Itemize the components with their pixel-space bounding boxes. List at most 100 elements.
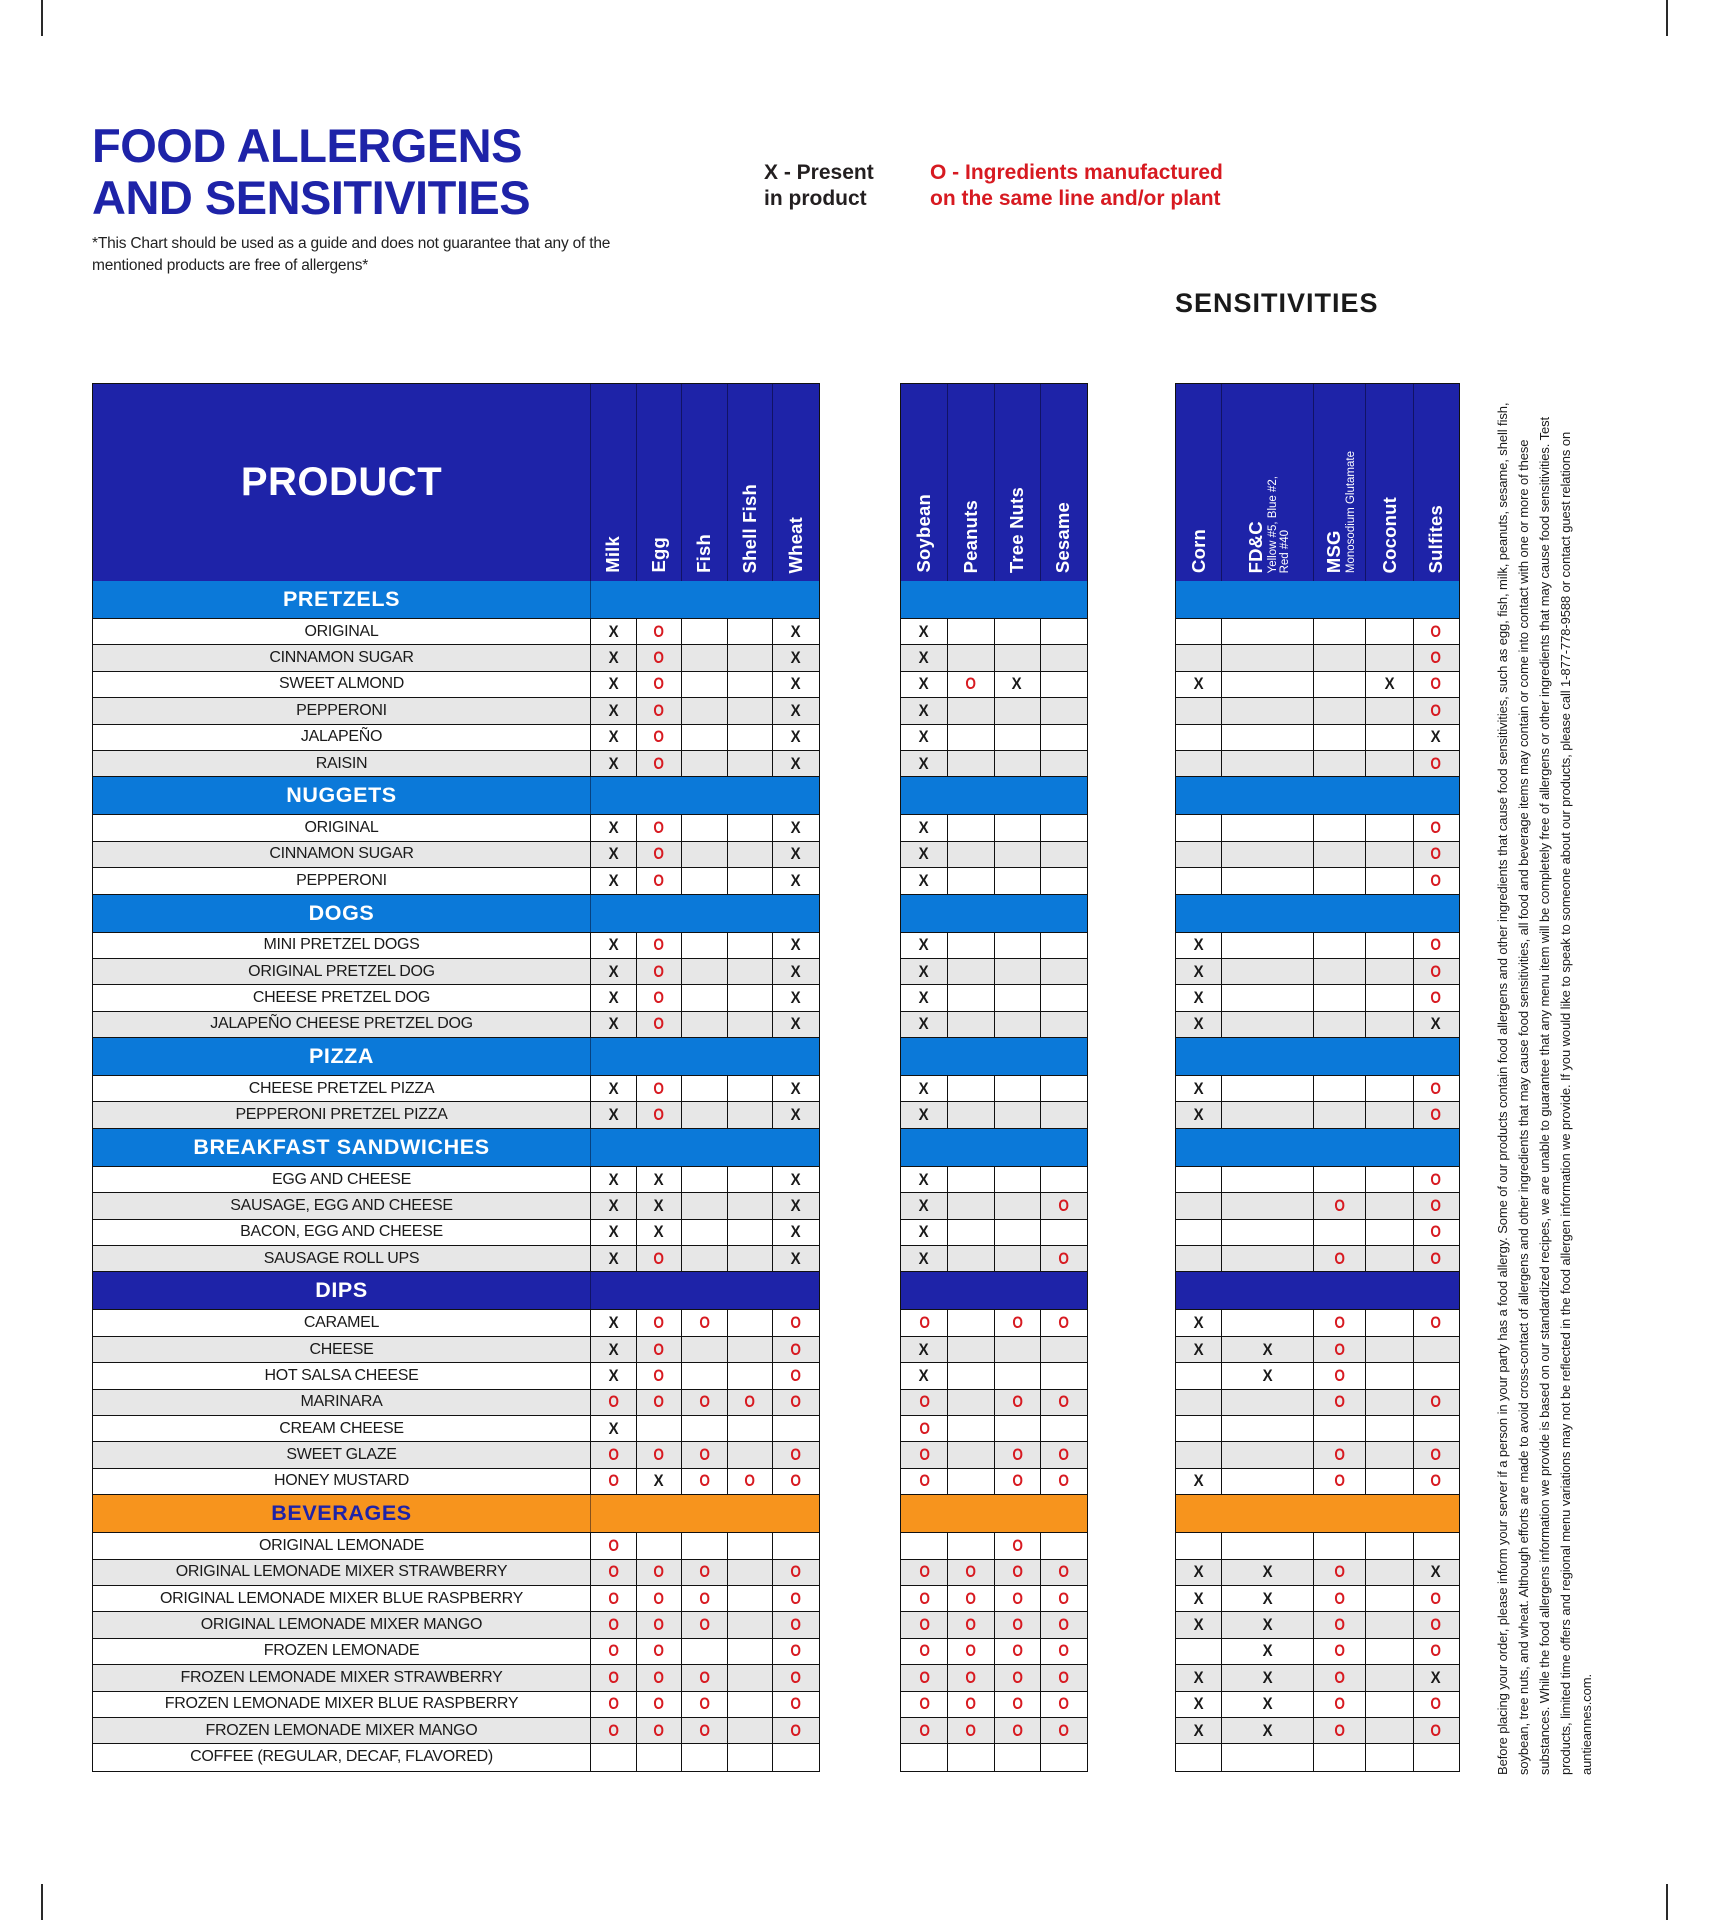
present-mark: X [1262,1365,1273,1385]
present-mark: X [919,935,930,955]
mark-cell [1221,1102,1313,1128]
present-mark: X [653,1195,664,1215]
present-mark: X [653,1222,664,1242]
table-row-sweet-almond: SWEET ALMOND X O X [93,671,819,699]
same-line-mark: O [1430,1313,1442,1333]
mark-cell [726,1310,773,1336]
mark-cell: X [901,645,947,670]
product-name: CREAM CHEESE [279,1419,404,1437]
present-mark: X [608,1222,619,1242]
mark-cell: O [1413,1166,1458,1193]
table-row-cinnamon-sugar-sensitivities: O [1176,841,1459,869]
mark-cell: O [590,1389,636,1415]
section-band-fill [590,894,819,932]
mark-cell [1176,1390,1221,1415]
mark-cell: O [681,1442,727,1468]
mark-cell [681,1193,727,1219]
table-row-original-lemonade-sensitivities [1176,1533,1459,1560]
same-line-mark: O [790,1445,801,1465]
mark-cell [1365,1717,1413,1744]
same-line-mark: O [653,727,665,747]
mark-cell: X [1413,1665,1458,1691]
same-line-mark: O [653,1694,665,1714]
mark-cell: O [1413,868,1458,894]
mark-cell: O [635,1559,682,1585]
present-mark: X [608,935,619,955]
same-line-mark: O [1011,1720,1023,1740]
section-band-breakfast-sandwiches: BREAKFAST SANDWICHES [93,1128,819,1167]
same-line-mark: O [699,1392,710,1412]
column-label: Shell Fish [739,483,761,573]
table-row-cinnamon-sugar: CINNAMON SUGAR X O X [93,841,819,869]
mark-cell: X [901,1102,947,1127]
present-mark: X [919,1195,930,1215]
same-line-mark: O [918,1418,930,1438]
table-row-cinnamon-sugar: CINNAMON SUGAR X O X [93,645,819,672]
mark-cell: O [635,932,682,958]
mark-cell: X [1176,1012,1221,1037]
same-line-mark: O [965,1641,977,1661]
same-line-mark: O [790,1615,801,1635]
mark-cell [993,1166,1040,1193]
mark-cell: X [1365,671,1413,698]
mark-cell [1313,985,1365,1011]
mark-cell: O [1413,1585,1458,1612]
same-line-mark: O [1430,1195,1442,1215]
mark-cell: O [1313,1468,1365,1495]
present-mark: X [1193,987,1204,1007]
present-mark: X [1384,674,1395,694]
column-header-text: Corn [1188,529,1210,573]
mark-cell [1039,868,1086,894]
same-line-mark: O [1430,1105,1442,1125]
mark-cell [1176,815,1221,840]
same-line-mark: O [1430,648,1442,668]
vertical-footnote: Before placing your order, please inform… [1495,402,1595,1775]
table-row-frozen-lemonade-mixer-strawberry: FROZEN LEMONADE MIXER STRAWBERRY O O O O [93,1665,819,1692]
same-line-mark: O [1058,1445,1069,1465]
present-mark: X [919,753,930,773]
mark-cell [726,1559,773,1585]
mark-cell [1176,842,1221,867]
mark-cell [1365,1691,1413,1717]
same-line-mark: O [653,1615,665,1635]
mark-cell [1365,958,1413,985]
mark-cell [1313,645,1365,671]
column-header-text: Milk [602,536,624,573]
mark-cell: O [901,1560,947,1585]
mark-cell [726,671,773,698]
mark-cell [1176,868,1221,893]
mark-cell [1039,1533,1086,1559]
same-line-mark: O [1058,1641,1069,1661]
mark-cell [1365,1612,1413,1638]
same-line-mark: O [918,1641,930,1661]
mark-cell [726,1415,773,1442]
present-mark: X [790,987,801,1007]
mark-cell: X [590,932,636,958]
same-line-mark: O [790,1471,801,1491]
column-label: FD&C [1244,520,1266,573]
same-line-mark: O [699,1588,710,1608]
mark-cell: O [901,1586,947,1611]
mark-cell [726,1665,773,1691]
table-row-original-lemonade-mixer-mango: ORIGINAL LEMONADE MIXER MANGO O O O O [93,1612,819,1639]
mark-cell [1313,932,1365,958]
column-label: Egg [647,537,669,573]
mark-cell [1365,1076,1413,1102]
same-line-mark: O [1430,1615,1442,1635]
mark-cell: O [635,1665,682,1691]
present-mark: X [919,1105,930,1125]
mark-cell: O [681,1665,727,1691]
present-mark: X [790,621,801,641]
mark-cell: O [635,1246,682,1272]
mark-cell [1313,1415,1365,1442]
mark-cell [947,645,993,671]
same-line-mark: O [653,1313,665,1333]
mark-cell: O [681,1389,727,1415]
